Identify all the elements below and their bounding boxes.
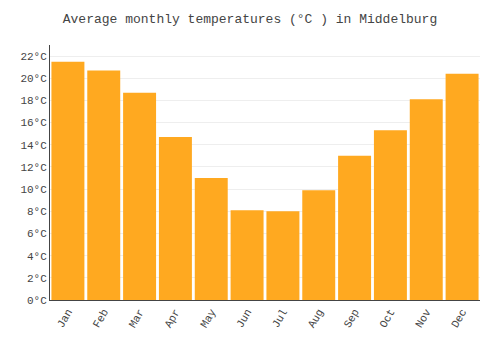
svg-text:18°C: 18°C xyxy=(20,95,47,107)
svg-text:14°C: 14°C xyxy=(20,140,47,152)
svg-text:22°C: 22°C xyxy=(20,51,47,63)
svg-text:Nov: Nov xyxy=(413,307,433,330)
svg-text:Oct: Oct xyxy=(377,307,397,330)
svg-text:12°C: 12°C xyxy=(20,162,47,174)
svg-text:May: May xyxy=(198,307,218,330)
svg-text:16°C: 16°C xyxy=(20,117,47,129)
svg-text:Aug: Aug xyxy=(306,307,326,330)
svg-text:Jan: Jan xyxy=(55,307,75,330)
svg-text:0°C: 0°C xyxy=(27,295,47,307)
svg-text:4°C: 4°C xyxy=(27,251,47,263)
svg-text:10°C: 10°C xyxy=(20,184,47,196)
svg-text:Apr: Apr xyxy=(162,307,182,330)
svg-text:Jun: Jun xyxy=(234,307,254,330)
svg-text:8°C: 8°C xyxy=(27,206,47,218)
svg-text:2°C: 2°C xyxy=(27,273,47,285)
svg-text:6°C: 6°C xyxy=(27,228,47,240)
svg-text:Feb: Feb xyxy=(91,307,111,330)
svg-text:Mar: Mar xyxy=(127,307,147,330)
svg-text:Dec: Dec xyxy=(449,307,469,330)
svg-text:Jul: Jul xyxy=(270,307,290,330)
svg-text:20°C: 20°C xyxy=(20,73,47,85)
svg-text:Average monthly temperatures (: Average monthly temperatures (°C ) in Mi… xyxy=(63,12,437,27)
svg-text:Sep: Sep xyxy=(342,307,362,330)
